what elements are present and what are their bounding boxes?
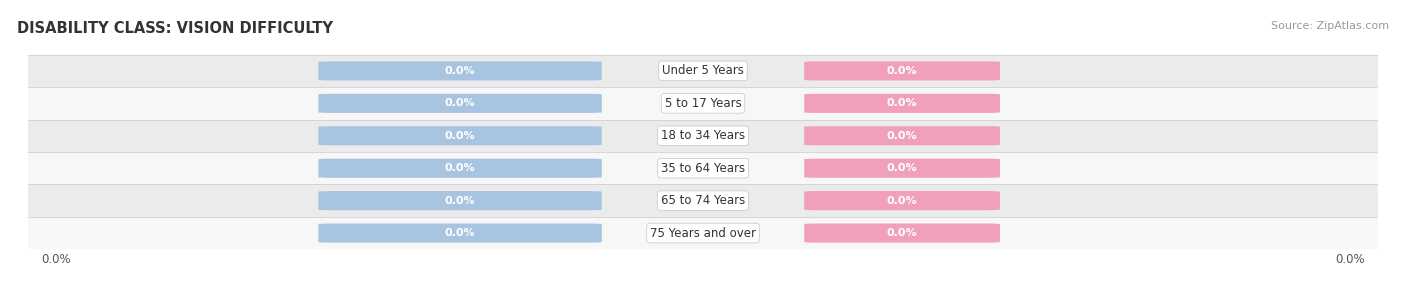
FancyBboxPatch shape bbox=[318, 61, 602, 81]
FancyBboxPatch shape bbox=[804, 191, 1000, 210]
Text: 0.0%: 0.0% bbox=[1334, 253, 1364, 266]
FancyBboxPatch shape bbox=[318, 223, 602, 243]
Text: 0.0%: 0.0% bbox=[887, 228, 917, 238]
Text: 0.0%: 0.0% bbox=[887, 98, 917, 108]
Bar bbox=[28, 87, 1378, 119]
FancyBboxPatch shape bbox=[318, 191, 602, 210]
Text: DISABILITY CLASS: VISION DIFFICULTY: DISABILITY CLASS: VISION DIFFICULTY bbox=[17, 21, 333, 36]
FancyBboxPatch shape bbox=[318, 94, 602, 113]
Text: 0.0%: 0.0% bbox=[887, 163, 917, 173]
Text: Under 5 Years: Under 5 Years bbox=[662, 64, 744, 78]
Text: 0.0%: 0.0% bbox=[887, 66, 917, 76]
Text: 75 Years and over: 75 Years and over bbox=[650, 226, 756, 240]
Text: 0.0%: 0.0% bbox=[444, 196, 475, 206]
Bar bbox=[28, 185, 1378, 217]
Text: 0.0%: 0.0% bbox=[887, 131, 917, 141]
FancyBboxPatch shape bbox=[318, 159, 602, 178]
Text: 0.0%: 0.0% bbox=[444, 66, 475, 76]
FancyBboxPatch shape bbox=[804, 61, 1000, 81]
Text: 5 to 17 Years: 5 to 17 Years bbox=[665, 97, 741, 110]
Text: 0.0%: 0.0% bbox=[42, 253, 72, 266]
Bar bbox=[28, 152, 1378, 185]
Bar bbox=[28, 55, 1378, 87]
Text: 0.0%: 0.0% bbox=[444, 163, 475, 173]
FancyBboxPatch shape bbox=[804, 126, 1000, 145]
Bar bbox=[28, 119, 1378, 152]
Text: Source: ZipAtlas.com: Source: ZipAtlas.com bbox=[1271, 21, 1389, 31]
FancyBboxPatch shape bbox=[804, 223, 1000, 243]
Text: 35 to 64 Years: 35 to 64 Years bbox=[661, 162, 745, 175]
Text: 0.0%: 0.0% bbox=[444, 228, 475, 238]
Bar bbox=[28, 217, 1378, 249]
FancyBboxPatch shape bbox=[804, 94, 1000, 113]
FancyBboxPatch shape bbox=[318, 126, 602, 145]
Text: 0.0%: 0.0% bbox=[444, 131, 475, 141]
Text: 0.0%: 0.0% bbox=[887, 196, 917, 206]
Text: 65 to 74 Years: 65 to 74 Years bbox=[661, 194, 745, 207]
FancyBboxPatch shape bbox=[804, 159, 1000, 178]
Text: 18 to 34 Years: 18 to 34 Years bbox=[661, 129, 745, 142]
Legend: Male, Female: Male, Female bbox=[630, 302, 776, 304]
Text: 0.0%: 0.0% bbox=[444, 98, 475, 108]
